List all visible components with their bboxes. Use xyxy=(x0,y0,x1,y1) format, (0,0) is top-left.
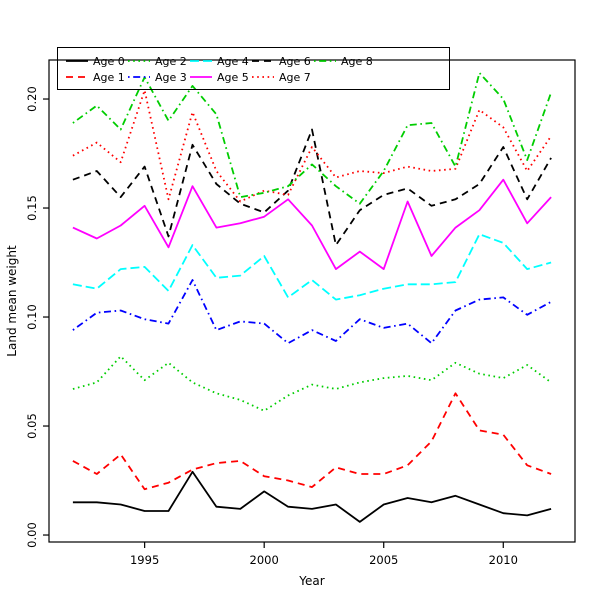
x-axis-title: Year xyxy=(298,574,324,588)
legend-label-age-7: Age 7 xyxy=(279,71,311,84)
x-tick-label: 2005 xyxy=(369,553,398,567)
series-line-age-7 xyxy=(72,89,552,203)
series-line-age-6 xyxy=(72,128,552,247)
y-tick-label: 0.20 xyxy=(25,86,39,112)
series-line-age-1 xyxy=(72,392,552,491)
series-line-age-8 xyxy=(72,72,552,205)
legend-label-age-2: Age 2 xyxy=(155,55,187,68)
y-tick-label: 0.00 xyxy=(25,522,39,548)
series-line-age-2 xyxy=(72,355,552,412)
x-tick-label: 2010 xyxy=(489,553,518,567)
legend-label-age-5: Age 5 xyxy=(217,71,249,84)
y-tick-label: 0.05 xyxy=(25,413,39,439)
series-line-age-0 xyxy=(72,470,552,523)
x-tick-label: 2000 xyxy=(250,553,279,567)
y-tick-label: 0.15 xyxy=(25,195,39,221)
legend-label-age-4: Age 4 xyxy=(217,55,249,68)
x-tick-label: 1995 xyxy=(130,553,159,567)
legend-label-age-3: Age 3 xyxy=(155,71,187,84)
legend-box xyxy=(57,47,450,90)
legend-label-age-0: Age 0 xyxy=(93,55,125,68)
series-line-age-3 xyxy=(72,279,552,345)
series-line-age-5 xyxy=(72,178,552,271)
y-tick-label: 0.10 xyxy=(25,304,39,330)
y-axis-title: Land mean weight xyxy=(5,245,19,357)
plot-box xyxy=(48,59,576,543)
legend-label-age-6: Age 6 xyxy=(279,55,311,68)
series-line-age-4 xyxy=(72,233,552,301)
legend-label-age-8: Age 8 xyxy=(341,55,373,68)
legend-label-age-1: Age 1 xyxy=(93,71,125,84)
